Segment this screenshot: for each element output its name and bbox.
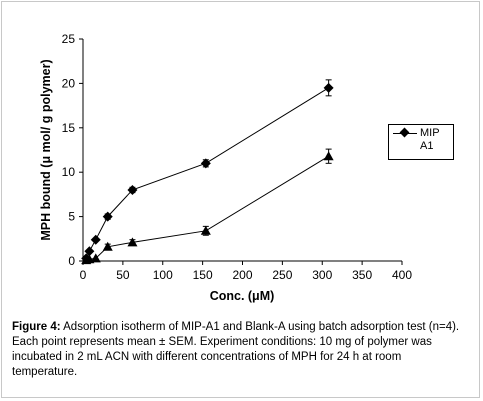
data-point-diamond [102, 211, 113, 222]
figure-caption: Figure 4: Adsorption isotherm of MIP-A1 … [12, 320, 468, 380]
y-tick-label: 15 [62, 121, 76, 135]
y-tick-label: 5 [68, 210, 75, 224]
x-tick-label: 50 [116, 268, 130, 282]
x-tick-label: 250 [272, 268, 292, 282]
legend: MIP A1 [388, 124, 454, 160]
y-axis-title: MPH bound (μ mol/ g polymer) [39, 59, 53, 240]
data-point-diamond [127, 184, 138, 195]
y-tick-label: 25 [62, 32, 76, 46]
series-line-1 [86, 155, 329, 261]
caption-text: Adsorption isotherm of MIP-A1 and Blank-… [12, 321, 460, 378]
x-tick-label: 100 [153, 268, 173, 282]
y-tick-label: 20 [62, 76, 76, 90]
data-point-diamond [90, 234, 101, 245]
legend-diamond-marker [399, 127, 410, 138]
data-point-triangle [102, 241, 113, 251]
y-tick-label: 10 [62, 165, 76, 179]
data-point-triangle [127, 237, 138, 247]
data-point-diamond [84, 246, 95, 257]
x-tick-label: 0 [80, 268, 87, 282]
chart: 0 5 10 15 20 25 0 50 100 150 200 250 300 350 400 Conc… [39, 32, 412, 303]
x-tick-label: 200 [232, 268, 252, 282]
legend-label: MIP A1 [420, 127, 440, 152]
x-tick-label: 350 [352, 268, 372, 282]
data-point-diamond [323, 82, 334, 93]
x-tick-label: 150 [193, 268, 213, 282]
x-tick-label: 300 [312, 268, 332, 282]
data-point-triangle [323, 151, 334, 161]
data-point-triangle [200, 225, 211, 235]
caption-label: Figure 4: [12, 321, 61, 333]
x-tick-label: 400 [392, 268, 412, 282]
x-axis-title: Conc. (μM) [210, 289, 275, 303]
data-point-diamond [200, 158, 211, 169]
y-tick-label: 0 [68, 254, 75, 268]
data-point-triangle [90, 253, 101, 263]
